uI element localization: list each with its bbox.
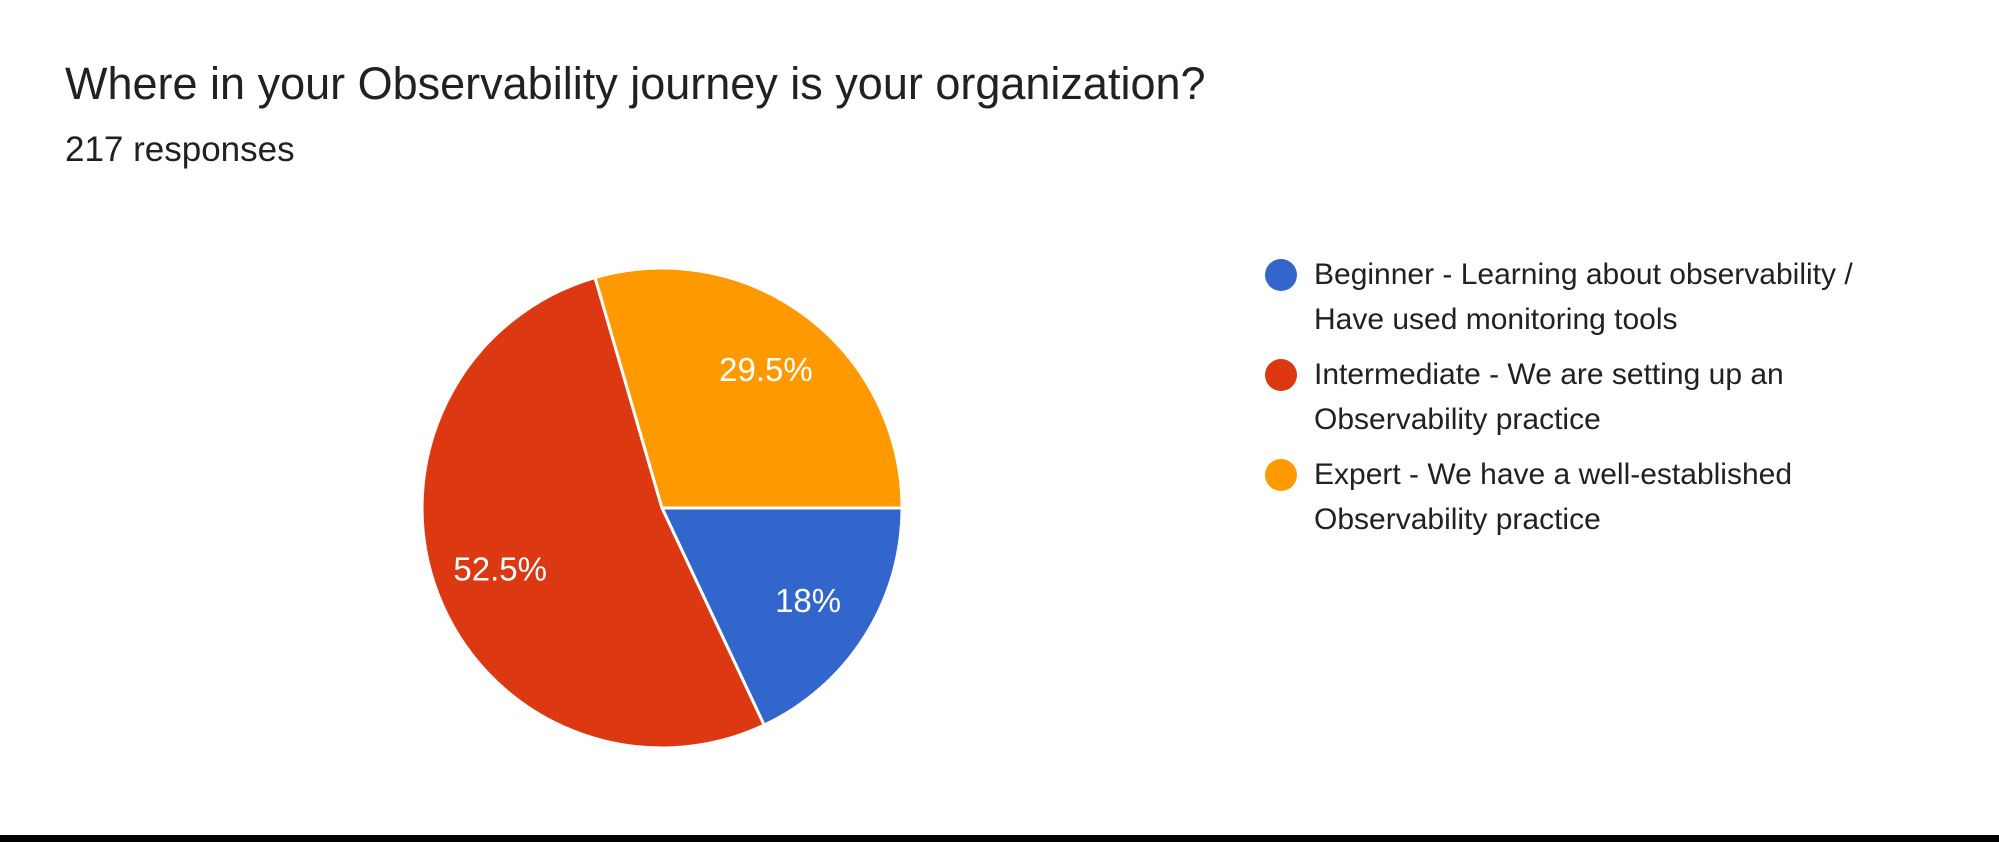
legend-item-expert: Expert - We have a well-established Obse… xyxy=(1265,452,1853,542)
pie-slice-percent-label: 29.5% xyxy=(719,351,813,388)
question-title: Where in your Observability journey is y… xyxy=(65,58,1206,109)
response-count: 217 responses xyxy=(65,130,295,169)
legend-dot-beginner xyxy=(1265,259,1297,291)
bottom-border xyxy=(0,835,1999,842)
pie-slice-percent-label: 52.5% xyxy=(453,551,547,588)
legend-dot-expert xyxy=(1265,459,1297,491)
legend-label-line: Expert - We have a well-established xyxy=(1314,458,1793,491)
legend-label-line: Intermediate - We are setting up an xyxy=(1314,358,1784,391)
legend-label-line: Observability practice xyxy=(1314,403,1601,436)
legend-dot-intermediate xyxy=(1265,359,1297,391)
legend-label-line: Observability practice xyxy=(1314,503,1601,536)
legend-label-line: Beginner - Learning about observability … xyxy=(1314,258,1853,291)
chart-legend: Beginner - Learning about observability … xyxy=(1265,252,1853,542)
legend-item-beginner: Beginner - Learning about observability … xyxy=(1265,252,1853,342)
legend-item-intermediate: Intermediate - We are setting up an Obse… xyxy=(1265,352,1853,442)
pie-slice-intermediate[interactable] xyxy=(420,276,766,750)
pie-slice-percent-label: 18% xyxy=(775,582,841,619)
pie-chart: 18% 52.5% 29.5% xyxy=(420,266,904,750)
legend-label-line: Have used monitoring tools xyxy=(1314,303,1678,336)
pie-slice-beginner[interactable] xyxy=(660,506,904,727)
pie-slice-expert[interactable] xyxy=(593,266,904,510)
